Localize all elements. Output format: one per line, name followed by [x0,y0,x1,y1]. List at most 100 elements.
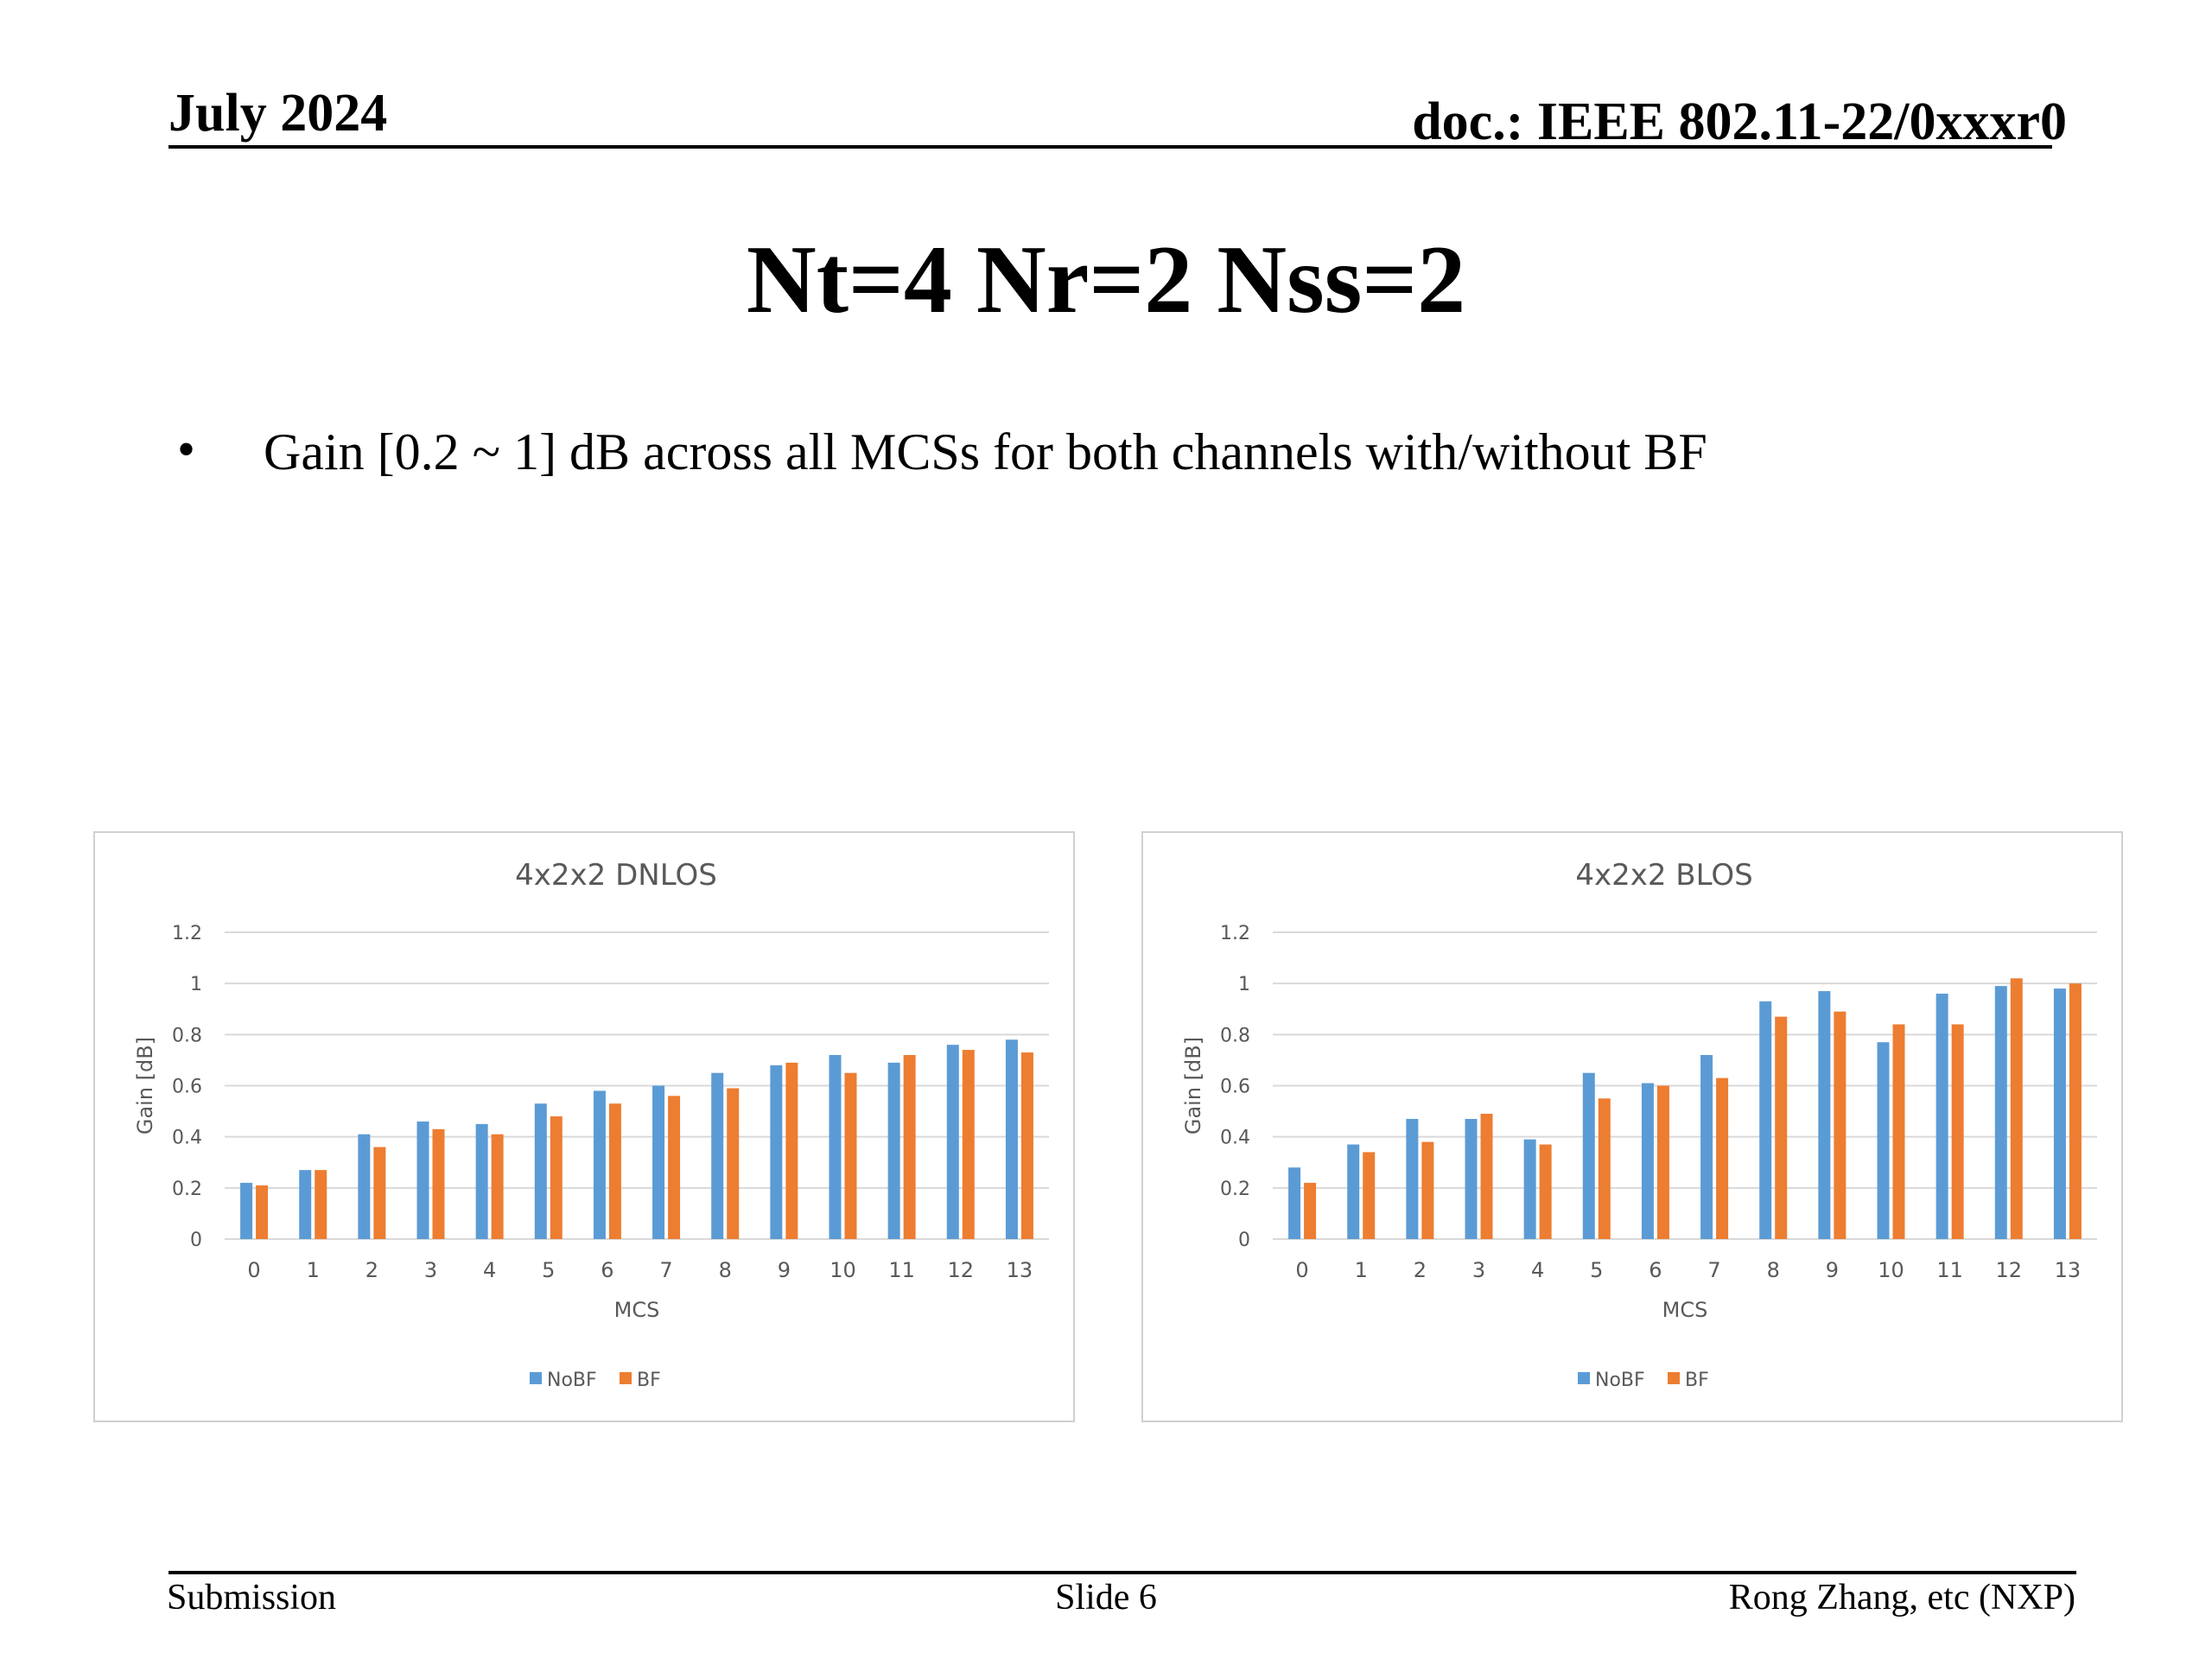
x-tick-label: 2 [365,1258,378,1282]
bar-bf-mcs-7 [668,1096,681,1239]
x-tick-label: 9 [1826,1258,1839,1282]
x-tick-label: 12 [1996,1258,2023,1282]
x-tick-label: 8 [719,1258,732,1282]
bar-nobf-mcs-5 [534,1103,547,1239]
bar-bf-mcs-6 [1656,1085,1669,1239]
bar-bf-mcs-5 [1598,1098,1611,1239]
bar-nobf-mcs-13 [1005,1039,1018,1239]
y-tick-label: 0.8 [1220,1025,1250,1046]
footer-submission: Submission [167,1578,337,1618]
bar-nobf-mcs-3 [416,1121,429,1239]
y-tick-label: 0.2 [1220,1179,1250,1200]
legend-label-nobf: NoBF [1595,1370,1645,1391]
bar-bf-mcs-2 [1421,1141,1434,1239]
bar-nobf-mcs-2 [358,1134,371,1239]
slide-title: Nt=4 Nr=2 Nss=2 [746,226,1466,334]
legend-label-bf: BF [1685,1370,1709,1391]
bar-bf-mcs-0 [256,1185,269,1239]
bar-nobf-mcs-7 [1700,1055,1713,1239]
y-tick-label: 0 [190,1230,202,1251]
bar-nobf-mcs-12 [1994,986,2007,1239]
legend-label-nobf: NoBF [547,1370,597,1391]
bar-bf-mcs-13 [2069,983,2082,1239]
bar-nobf-mcs-4 [1523,1139,1536,1239]
x-tick-label: 0 [1295,1258,1308,1282]
bar-bf-mcs-5 [550,1116,563,1239]
x-tick-label: 13 [1007,1258,1033,1282]
header-doc-number: doc.: IEEE 802.11-22/0xxxr0 [1412,92,2067,151]
bar-bf-mcs-1 [1363,1152,1376,1239]
bar-bf-mcs-3 [1480,1114,1493,1239]
x-tick-label: 9 [778,1258,791,1282]
legend-label-bf: BF [637,1370,661,1391]
bar-nobf-mcs-4 [475,1123,488,1239]
x-tick-label: 13 [2055,1258,2082,1282]
x-tick-label: 11 [1936,1258,1963,1282]
x-tick-label: 10 [1878,1258,1904,1282]
bar-bf-mcs-4 [491,1134,504,1239]
chart-title: 4x2x2 BLOS [1575,858,1752,893]
y-tick-label: 1.2 [1220,923,1250,944]
bar-nobf-mcs-8 [1759,1001,1772,1239]
bar-nobf-mcs-10 [1877,1042,1890,1239]
bar-nobf-mcs-5 [1582,1072,1595,1239]
bar-bf-mcs-9 [785,1062,798,1239]
bar-nobf-mcs-13 [2053,988,2066,1239]
x-tick-label: 0 [247,1258,260,1282]
x-tick-label: 7 [1707,1258,1720,1282]
bar-bf-mcs-12 [962,1050,975,1239]
x-tick-label: 5 [1590,1258,1603,1282]
bar-bf-mcs-8 [1775,1016,1788,1239]
header-rule [168,145,2052,149]
x-tick-label: 12 [948,1258,975,1282]
y-tick-label: 1.2 [172,923,202,944]
bar-bf-mcs-11 [903,1055,916,1239]
x-tick-label: 3 [424,1258,437,1282]
x-tick-label: 5 [542,1258,555,1282]
x-tick-label: 1 [307,1258,320,1282]
footer-slide-number: Slide 6 [1055,1578,1157,1618]
footer-rule [168,1571,2076,1574]
bullet-marker: • [177,421,196,478]
y-tick-label: 0.4 [172,1128,202,1149]
legend-swatch-bf [620,1372,632,1384]
bar-nobf-mcs-10 [829,1055,842,1239]
bar-bf-mcs-13 [1020,1052,1033,1239]
bar-nobf-mcs-11 [1936,994,1948,1239]
x-tick-label: 6 [601,1258,613,1282]
bar-bf-mcs-4 [1539,1144,1552,1239]
x-axis-label: MCS [1662,1298,1708,1322]
bar-bf-mcs-2 [373,1147,386,1239]
bar-bf-mcs-9 [1834,1011,1847,1239]
bar-nobf-mcs-9 [1818,991,1831,1239]
x-tick-label: 8 [1767,1258,1780,1282]
y-tick-label: 0.4 [1220,1128,1250,1149]
bar-bf-mcs-12 [2010,978,2023,1239]
y-tick-label: 0 [1238,1230,1250,1251]
bar-nobf-mcs-1 [1347,1144,1360,1239]
header-date: July 2024 [168,84,388,143]
x-tick-label: 11 [888,1258,915,1282]
chart-title: 4x2x2 DNLOS [515,858,717,893]
y-tick-label: 1 [1238,974,1250,995]
bar-nobf-mcs-1 [299,1170,312,1239]
bar-nobf-mcs-11 [887,1062,900,1239]
y-tick-label: 0.6 [1220,1077,1250,1098]
legend-swatch-bf [1668,1372,1680,1384]
bar-bf-mcs-3 [432,1128,445,1239]
x-axis-label: MCS [614,1298,660,1322]
y-tick-label: 1 [190,974,202,995]
bar-nobf-mcs-6 [1641,1083,1654,1239]
x-tick-label: 4 [483,1258,496,1282]
bar-bf-mcs-10 [1892,1024,1905,1239]
bullet-text: Gain [0.2 ~ 1] dB across all MCSs for bo… [264,423,1707,480]
chart-blos: 4x2x2 BLOS 0 0.2 0.4 0.6 0.8 1 1.2 Gain [dB] 0 1 2 3… [1141,831,2123,1422]
y-axis-label: Gain [dB] [1181,1037,1205,1135]
bar-bf-mcs-10 [844,1072,857,1239]
x-tick-label: 6 [1649,1258,1662,1282]
bar-nobf-mcs-8 [711,1072,724,1239]
bar-bf-mcs-0 [1304,1182,1317,1239]
legend-swatch-nobf [1578,1372,1590,1384]
bar-nobf-mcs-3 [1465,1118,1478,1239]
